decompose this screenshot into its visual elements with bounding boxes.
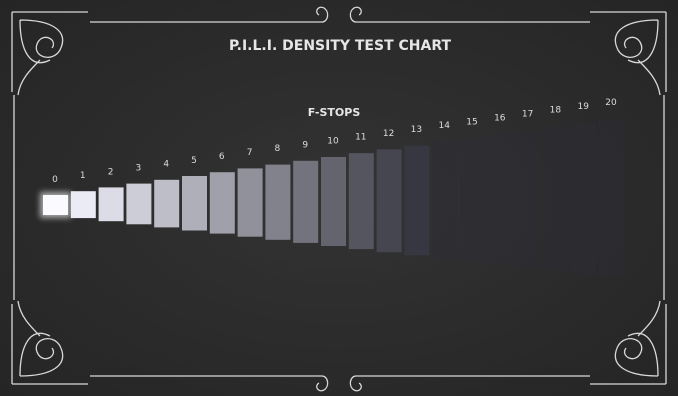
swatch: [515, 130, 541, 268]
swatch: [376, 149, 402, 253]
stop-label: 16: [494, 113, 506, 123]
swatch: [237, 168, 263, 237]
stop-label: 7: [247, 148, 253, 158]
swatch: [571, 122, 597, 274]
stop-label: 19: [577, 102, 589, 112]
subtitle: F-STOPS: [308, 106, 361, 119]
stop-label: 8: [275, 144, 281, 154]
stop-label: 10: [327, 137, 339, 147]
swatch: [543, 126, 569, 271]
stop-label: 3: [136, 163, 142, 173]
stop-label: 15: [466, 117, 477, 127]
stop-label: 1: [80, 171, 86, 181]
swatch: [126, 183, 152, 225]
swatch: [432, 141, 458, 259]
stop-label: 14: [438, 121, 450, 131]
swatch: [182, 176, 207, 231]
swatch: [348, 153, 374, 250]
swatch: [265, 164, 291, 240]
stop-label: 12: [383, 129, 394, 139]
swatch: [293, 160, 319, 243]
stop-label: 2: [108, 167, 114, 177]
stop-label: 11: [355, 133, 366, 143]
stop-label: 9: [302, 140, 308, 150]
swatch: [70, 191, 96, 219]
border: [11, 6, 667, 392]
title: P.I.L.I. DENSITY TEST CHART: [229, 38, 452, 54]
swatch: [209, 172, 235, 234]
stop-label: 6: [219, 152, 225, 162]
stop-label: 0: [52, 175, 58, 185]
swatch: [460, 138, 485, 262]
swatch: [321, 157, 346, 246]
stop-label: 17: [522, 110, 533, 120]
swatch: [43, 195, 68, 215]
swatch: [487, 134, 513, 265]
swatch: [404, 145, 430, 256]
swatch: [599, 119, 624, 277]
stop-label: 18: [550, 106, 562, 116]
swatches: 0 1 2 3 4 5 6 7 8 9 10 11 12 13 14 15 16 17 18 19 20: [40, 98, 624, 277]
stop-label: 20: [605, 98, 617, 108]
stop-label: 13: [411, 125, 422, 135]
stop-label: 5: [191, 156, 197, 166]
swatch: [98, 187, 124, 222]
swatch: [154, 179, 180, 228]
stop-label: 4: [163, 160, 169, 170]
